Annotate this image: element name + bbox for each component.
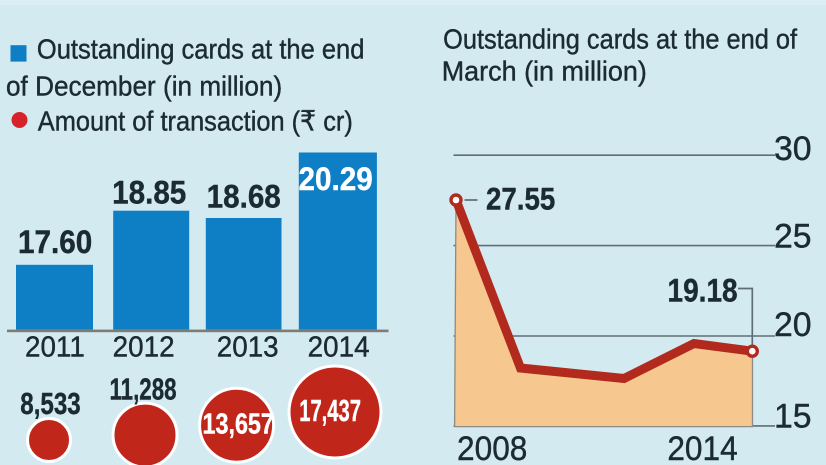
svg-text:30: 30: [774, 130, 812, 168]
svg-text:Outstanding cards at the end o: Outstanding cards at the end of: [443, 23, 797, 55]
svg-text:2014: 2014: [667, 429, 737, 465]
svg-text:19.18: 19.18: [668, 273, 738, 309]
svg-text:18.68: 18.68: [207, 178, 281, 215]
svg-text:27.55: 27.55: [486, 182, 555, 217]
svg-text:March (in million): March (in million): [442, 55, 647, 87]
svg-text:Outstanding cards at the end: Outstanding cards at the end: [37, 34, 365, 65]
svg-text:Amount of transaction (₹ cr): Amount of transaction (₹ cr): [38, 105, 353, 137]
svg-text:2008: 2008: [457, 429, 527, 465]
svg-text:11,288: 11,288: [109, 372, 176, 406]
svg-text:2014: 2014: [308, 331, 370, 362]
svg-text:25: 25: [774, 218, 812, 256]
svg-text:20.29: 20.29: [298, 161, 372, 198]
svg-text:8,533: 8,533: [20, 386, 80, 421]
svg-text:2013: 2013: [217, 331, 279, 362]
svg-text:of December (in million): of December (in million): [6, 69, 282, 101]
svg-text:18.85: 18.85: [112, 174, 186, 211]
svg-text:2012: 2012: [113, 331, 175, 362]
svg-text:20: 20: [774, 306, 812, 344]
svg-text:17,437: 17,437: [299, 395, 361, 428]
svg-text:15: 15: [774, 397, 812, 435]
svg-text:13,657: 13,657: [203, 407, 274, 440]
svg-text:17.60: 17.60: [18, 224, 92, 261]
svg-text:2011: 2011: [25, 331, 85, 362]
